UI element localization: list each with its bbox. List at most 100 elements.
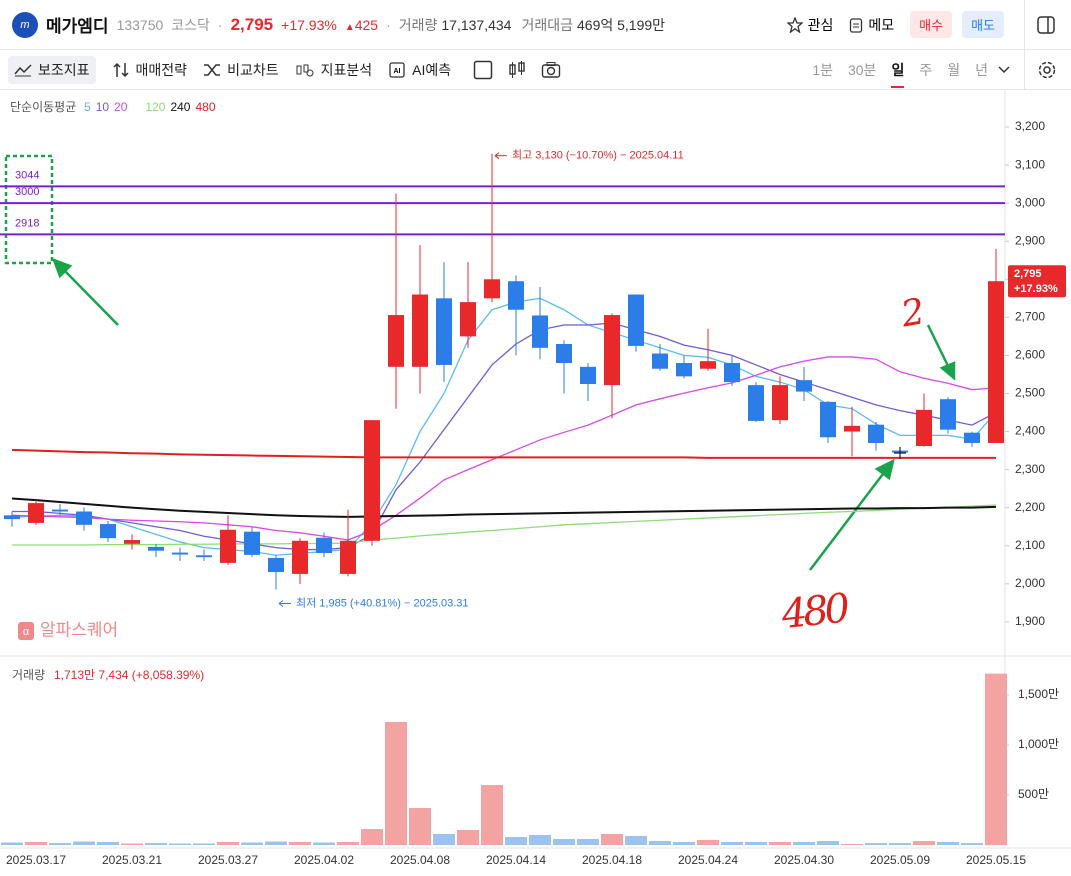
x-tick-label: 2025.04.02 xyxy=(294,853,354,867)
volume-bar xyxy=(625,836,647,845)
candle-body xyxy=(52,509,68,512)
tool-label: 비교차트 xyxy=(227,61,279,78)
candle-body xyxy=(388,315,404,367)
y-tick-label: 2,900 xyxy=(1015,233,1045,247)
candle-body xyxy=(796,380,812,392)
panel-toggle[interactable] xyxy=(1037,15,1055,34)
volume-tick-label: 1,000만 xyxy=(1018,737,1059,751)
separator: · xyxy=(386,16,391,33)
candle-body xyxy=(820,401,836,438)
volume-bar xyxy=(337,842,359,845)
volume-bar xyxy=(193,843,215,845)
watch-button[interactable]: 관심 xyxy=(786,15,833,35)
volume-bar xyxy=(793,842,815,845)
volume-bar xyxy=(49,843,71,845)
camera-tool[interactable] xyxy=(541,61,561,79)
candle-body xyxy=(604,315,620,386)
volume-bar xyxy=(601,834,623,845)
candle-body xyxy=(676,363,692,377)
separator: · xyxy=(217,16,223,33)
analysis-tool[interactable]: 지표분석 xyxy=(295,60,372,80)
volume-bar xyxy=(265,841,287,845)
level-label: 2918 xyxy=(15,217,39,229)
candle-body xyxy=(868,424,884,443)
sell-button[interactable]: 매도 xyxy=(962,11,1004,38)
price-tag-price: 2,795 xyxy=(1014,268,1042,280)
volume-bar xyxy=(553,839,575,845)
volume-bar xyxy=(745,842,767,845)
cursor xyxy=(894,447,906,459)
volume-bar xyxy=(169,843,191,845)
x-tick-label: 2025.05.15 xyxy=(966,853,1026,867)
volume-bar xyxy=(241,842,263,845)
volume-bar xyxy=(289,842,311,845)
annotation-arrow xyxy=(278,600,291,607)
candle-body xyxy=(100,524,116,539)
icon xyxy=(113,62,129,77)
dropdown[interactable] xyxy=(998,65,1010,75)
volume-bar xyxy=(913,841,935,845)
up-triangle: ▲ xyxy=(344,21,355,33)
volume-bar xyxy=(865,843,887,845)
volume-bar xyxy=(313,842,335,845)
icon: AI xyxy=(389,61,405,78)
memo-button[interactable]: 메모 xyxy=(849,15,894,35)
period[interactable]: 주 xyxy=(919,61,933,78)
handwritten-note: 480 xyxy=(778,585,851,638)
indicator-tool[interactable]: 보조지표 xyxy=(8,55,96,84)
y-tick-label: 2,600 xyxy=(1015,348,1045,362)
volume-tick-label: 1,500만 xyxy=(1018,687,1059,701)
buy-button[interactable]: 매수 xyxy=(910,11,953,38)
candle-body xyxy=(148,546,164,551)
level-label: 3000 xyxy=(15,186,39,198)
watermark-icon xyxy=(18,622,34,640)
legend-entry: 5 xyxy=(84,100,91,114)
period[interactable]: 월 xyxy=(947,61,961,78)
y-tick-label: 2,100 xyxy=(1015,538,1045,552)
volume-bar xyxy=(145,843,167,845)
x-tick-label: 2025.04.08 xyxy=(390,853,450,867)
volume-value: 1,713만 7,434 (+8,058.39%) xyxy=(54,668,204,682)
x-tick-label: 2025.03.27 xyxy=(198,853,258,867)
level-label: 3044 xyxy=(15,169,39,181)
period[interactable]: 1분 xyxy=(812,61,833,78)
legend-entry: 20 xyxy=(114,100,128,114)
ai-tool[interactable]: AI AI예측 xyxy=(388,60,451,80)
candle-body xyxy=(28,503,44,523)
candle-body xyxy=(124,540,140,544)
watermark: 알파스퀘어 xyxy=(40,620,118,639)
settings[interactable] xyxy=(1037,60,1057,80)
x-tick-label: 2025.04.30 xyxy=(774,853,834,867)
strategy-tool[interactable]: 매매전략 xyxy=(112,60,187,80)
y-tick-label: 3,000 xyxy=(1015,195,1045,209)
x-tick-label: 2025.03.17 xyxy=(6,853,66,867)
low-annotation: 최저 1,985 (+40.81%) − 2025.03.31 xyxy=(296,596,469,609)
candle-body xyxy=(220,529,236,563)
x-tick-label: 2025.05.09 xyxy=(870,853,930,867)
y-tick-label: 2,000 xyxy=(1015,576,1045,590)
period-active[interactable]: 일 xyxy=(891,60,905,88)
tool-label: 보조지표 xyxy=(38,61,90,78)
period[interactable]: 년 xyxy=(975,61,988,78)
volume-label: 거래량 xyxy=(398,16,438,33)
memo-icon xyxy=(850,17,863,33)
candle-body xyxy=(172,552,188,555)
period[interactable]: 30분 xyxy=(847,61,877,78)
volume-bar xyxy=(937,842,959,845)
volume-bar xyxy=(73,841,95,845)
candle-body xyxy=(628,294,644,346)
checkbox-tool[interactable] xyxy=(473,60,493,80)
change-value: 425 xyxy=(354,16,379,33)
volume-bar xyxy=(889,843,911,845)
candle-body xyxy=(436,298,452,365)
candle-tool[interactable] xyxy=(507,60,527,80)
logo: m xyxy=(12,11,38,38)
y-tick-label: 3,200 xyxy=(1015,119,1045,133)
volume-bar xyxy=(25,842,47,845)
icon xyxy=(14,63,32,76)
compare-tool[interactable]: 비교차트 xyxy=(203,60,279,80)
watermark-icon-glyph: α xyxy=(23,626,30,638)
candle-body xyxy=(292,540,308,574)
legend-entry: 120 xyxy=(145,100,165,114)
